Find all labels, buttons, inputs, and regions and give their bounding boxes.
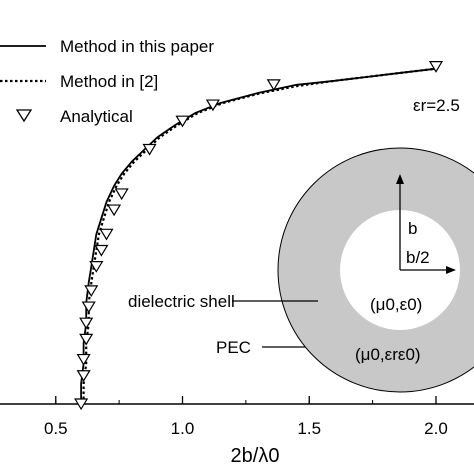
radius-b-label: b (408, 219, 417, 238)
dielectric-shell-label: dielectric shell (128, 292, 235, 311)
radius-half-arrowhead (446, 266, 456, 274)
x-tick-label-1: 1.0 (171, 419, 195, 438)
pec-label: PEC (216, 338, 251, 357)
analytical-marker (74, 398, 89, 411)
shell-medium-label: (μ0,εrε0) (355, 345, 421, 364)
analytical-marker (175, 115, 190, 128)
analytical-marker (99, 228, 114, 241)
analytical-marker (76, 353, 91, 366)
analytical-marker (142, 143, 157, 156)
data-series (74, 61, 444, 411)
x-tick-label-3: 2.0 (424, 419, 448, 438)
radius-half-label: b/2 (406, 248, 430, 267)
x-ticks: 0.5 1.0 1.5 2.0 (44, 396, 448, 438)
epsilon-r-label: εr=2.5 (413, 96, 460, 115)
x-tick-label-0: 0.5 (44, 419, 68, 438)
legend: Method in this paper Method in [2] Analy… (0, 37, 214, 126)
analytical-marker (94, 244, 109, 257)
analytical-marker (79, 333, 94, 346)
epsilon-r-label-text: εr=2.5 (413, 96, 460, 115)
x-tick-label-2: 1.5 (297, 419, 321, 438)
analytical-marker (89, 261, 104, 273)
legend-label-analytical: Analytical (60, 107, 133, 126)
cross-section-inset (232, 147, 474, 393)
inner-medium-label: (μ0,ε0) (370, 295, 422, 314)
legend-label-method-2: Method in [2] (60, 72, 158, 91)
analytical-marker (114, 188, 129, 201)
analytical-marker (107, 204, 122, 217)
x-axis-label: 2b/λ0 (231, 445, 280, 467)
analytical-marker (81, 301, 96, 314)
legend-swatch-triangle (15, 109, 33, 123)
radius-b-arrowhead (396, 174, 404, 184)
analytical-marker (76, 370, 91, 382)
analytical-marker (79, 317, 94, 330)
analytical-marker (428, 61, 444, 73)
analytical-marker (84, 285, 99, 298)
analytical-marker (266, 79, 281, 92)
analytical-marker (205, 99, 220, 112)
legend-label-method-this-paper: Method in this paper (60, 37, 214, 56)
